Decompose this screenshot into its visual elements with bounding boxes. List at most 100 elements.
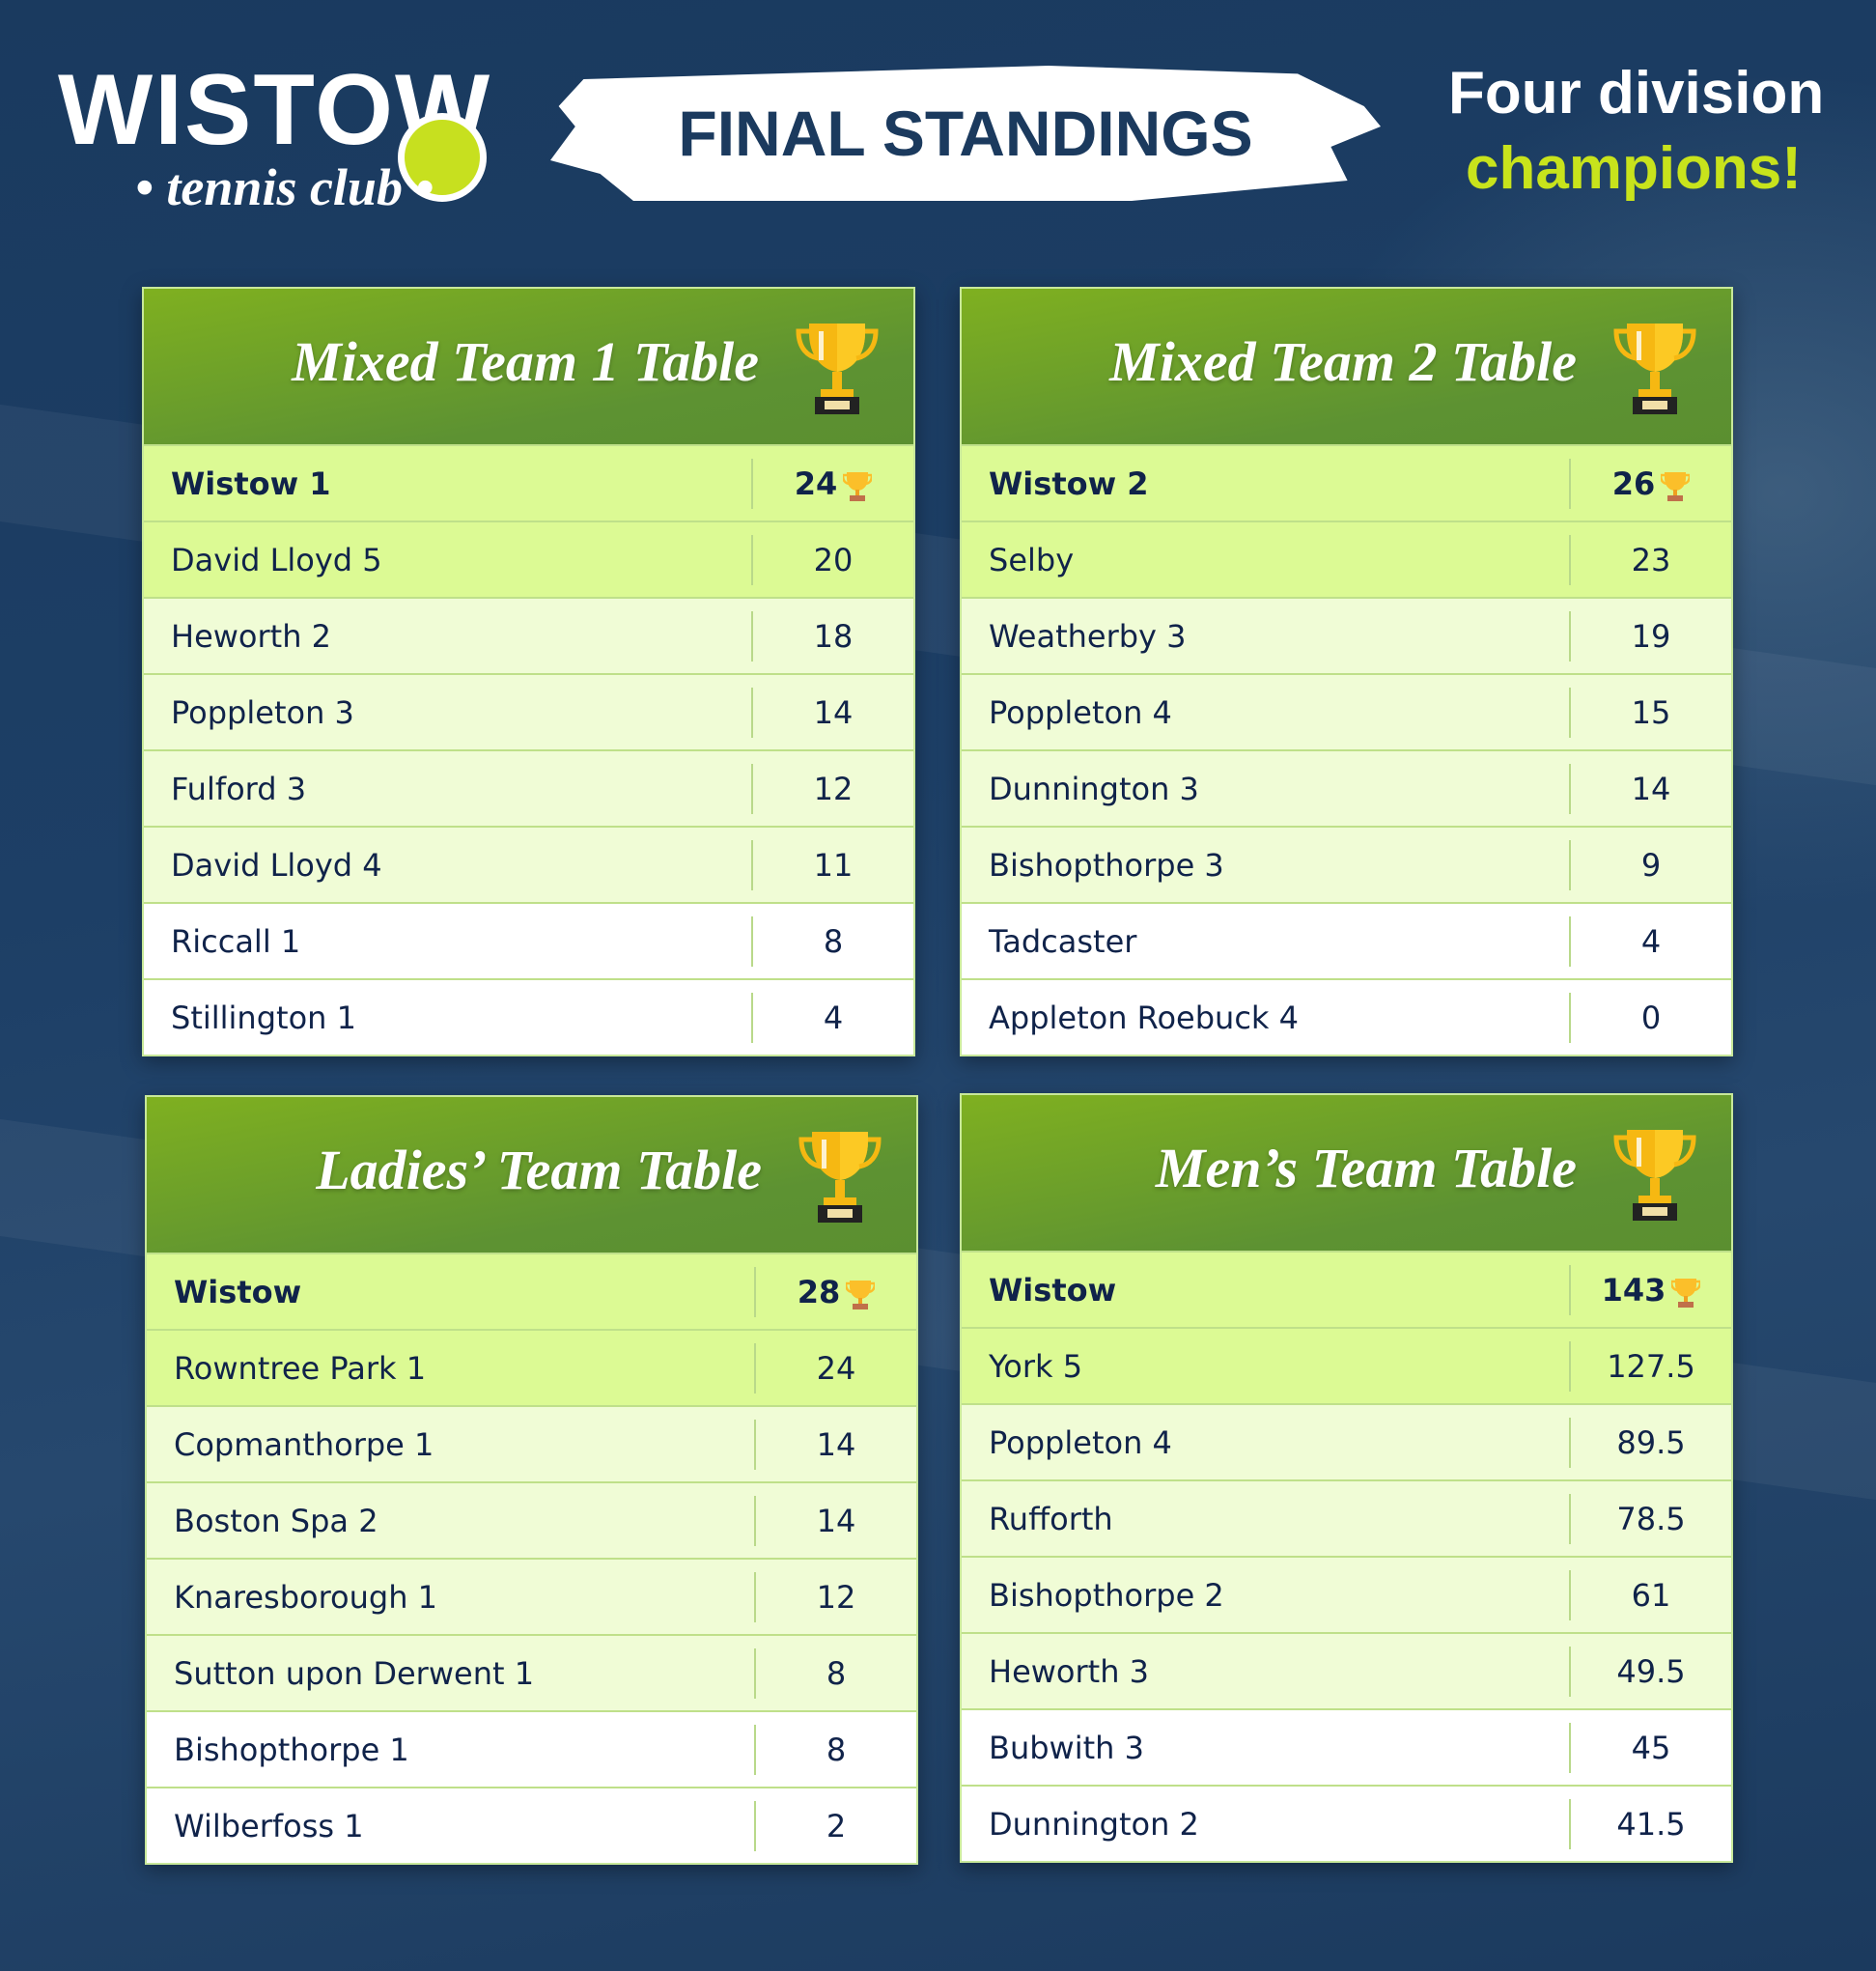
team-name: Bishopthorpe 3: [989, 846, 1224, 884]
points: 28: [797, 1273, 841, 1310]
team-name: Wilberfoss 1: [174, 1807, 364, 1844]
points: 14: [816, 1502, 856, 1539]
points-cell: 9: [1569, 839, 1731, 890]
team-name: Poppleton 4: [989, 693, 1172, 731]
points-cell: 24: [754, 1342, 916, 1394]
table-row: Heworth 3 49.5: [962, 1632, 1731, 1708]
points-cell: 19: [1569, 610, 1731, 662]
points-cell: 8: [754, 1647, 916, 1699]
points: 12: [813, 770, 854, 807]
team-name: Bishopthorpe 2: [989, 1576, 1224, 1614]
points-cell: 0: [1569, 992, 1731, 1043]
team-name: York 5: [989, 1347, 1083, 1385]
logo-subtitle: • tennis club •: [135, 158, 434, 216]
points-cell: 15: [1569, 687, 1731, 738]
points-cell: 8: [751, 915, 913, 967]
table-row: Dunnington 2 41.5: [962, 1785, 1731, 1861]
team-name: Wistow: [174, 1273, 302, 1310]
table-title: Men’s Team Table: [1155, 1137, 1577, 1199]
team-name: Fulford 3: [171, 770, 307, 807]
points-cell: 14: [1569, 763, 1731, 814]
points: 26: [1611, 465, 1656, 502]
table-row: Knaresborough 1 12: [147, 1558, 916, 1634]
points: 9: [1640, 846, 1662, 884]
table-row: Boston Spa 2 14: [147, 1481, 916, 1558]
points-cell: 28: [754, 1266, 916, 1317]
tagline-line1: Four division: [1448, 60, 1825, 127]
points-cell: 14: [751, 687, 913, 738]
table-row: Wistow 143: [962, 1251, 1731, 1327]
tagline: Four division champions!: [1448, 56, 1824, 207]
standings-table: Mixed Team 1 Table Wistow 1 24 David Lloyd …: [142, 287, 915, 1056]
points-cell: 11: [751, 839, 913, 890]
points-cell: 18: [751, 610, 913, 662]
table-row: Wistow 1 24: [144, 444, 913, 521]
table-row: Bishopthorpe 1 8: [147, 1710, 916, 1787]
team-name: Wistow 1: [171, 465, 331, 502]
points-cell: 78.5: [1569, 1493, 1731, 1544]
points: 8: [823, 922, 844, 960]
points-cell: 4: [751, 992, 913, 1043]
team-name: David Lloyd 5: [171, 541, 382, 578]
table-row: Rowntree Park 1 24: [147, 1329, 916, 1405]
points-cell: 8: [754, 1724, 916, 1775]
points: 23: [1631, 541, 1671, 578]
tennis-ball-icon: [398, 113, 487, 202]
points-cell: 12: [751, 763, 913, 814]
table-title: Mixed Team 1 Table: [292, 330, 759, 393]
points-cell: 20: [751, 534, 913, 585]
points: 20: [813, 541, 854, 578]
table-row: Heworth 2 18: [144, 597, 913, 673]
points: 14: [816, 1425, 856, 1463]
points-cell: 14: [754, 1419, 916, 1470]
team-name: David Lloyd 4: [171, 846, 382, 884]
standings-table: Ladies’ Team Table Wistow 28 Rowntree Park …: [145, 1095, 918, 1865]
points-cell: 26: [1569, 458, 1731, 509]
table-row: Bubwith 3 45: [962, 1708, 1731, 1785]
points-cell: 143: [1569, 1264, 1731, 1315]
trophy-icon: [796, 312, 879, 420]
team-name: Bubwith 3: [989, 1729, 1144, 1766]
points-cell: 89.5: [1569, 1417, 1731, 1468]
table-row: York 5 127.5: [962, 1327, 1731, 1403]
team-name: Riccall 1: [171, 922, 301, 960]
team-name: Bishopthorpe 1: [174, 1731, 409, 1768]
banner: FINAL STANDINGS: [550, 66, 1381, 201]
team-name: Stillington 1: [171, 999, 356, 1036]
table-row: Wistow 28: [147, 1253, 916, 1329]
standings-table: Mixed Team 2 Table Wistow 2 26 Selby 23 Weath…: [960, 287, 1733, 1056]
team-name: Poppleton 4: [989, 1423, 1172, 1461]
table-header: Ladies’ Team Table: [147, 1097, 916, 1253]
points: 24: [794, 465, 838, 502]
points-cell: 45: [1569, 1722, 1731, 1773]
team-name: Tadcaster: [989, 922, 1137, 960]
points: 0: [1640, 999, 1662, 1036]
club-logo: WISTOW • tennis club •: [58, 53, 541, 227]
points-cell: 2: [754, 1800, 916, 1851]
team-name: Appleton Roebuck 4: [989, 999, 1299, 1036]
table-header: Mixed Team 2 Table: [962, 289, 1731, 444]
trophy-icon: [846, 1280, 876, 1309]
banner-title: FINAL STANDINGS: [678, 98, 1253, 169]
table-header: Men’s Team Table: [962, 1095, 1731, 1251]
table-row: David Lloyd 4 11: [144, 826, 913, 902]
points: 8: [826, 1654, 847, 1692]
team-name: Heworth 3: [989, 1652, 1150, 1690]
points: 127.5: [1607, 1347, 1695, 1385]
table-row: Appleton Roebuck 4 0: [962, 978, 1731, 1055]
team-name: Wistow: [989, 1271, 1117, 1309]
table-row: Poppleton 4 89.5: [962, 1403, 1731, 1479]
table-row: Sutton upon Derwent 1 8: [147, 1634, 916, 1710]
team-name: Weatherby 3: [989, 617, 1187, 655]
team-name: Sutton upon Derwent 1: [174, 1654, 535, 1692]
table-row: Stillington 1 4: [144, 978, 913, 1055]
points: 19: [1631, 617, 1671, 655]
trophy-icon: [1613, 312, 1696, 420]
points: 18: [813, 617, 854, 655]
table-row: Tadcaster 4: [962, 902, 1731, 978]
table-row: Poppleton 4 15: [962, 673, 1731, 749]
points: 2: [826, 1807, 847, 1844]
team-name: Boston Spa 2: [174, 1502, 378, 1539]
table-row: David Lloyd 5 20: [144, 521, 913, 597]
team-name: Dunnington 3: [989, 770, 1199, 807]
